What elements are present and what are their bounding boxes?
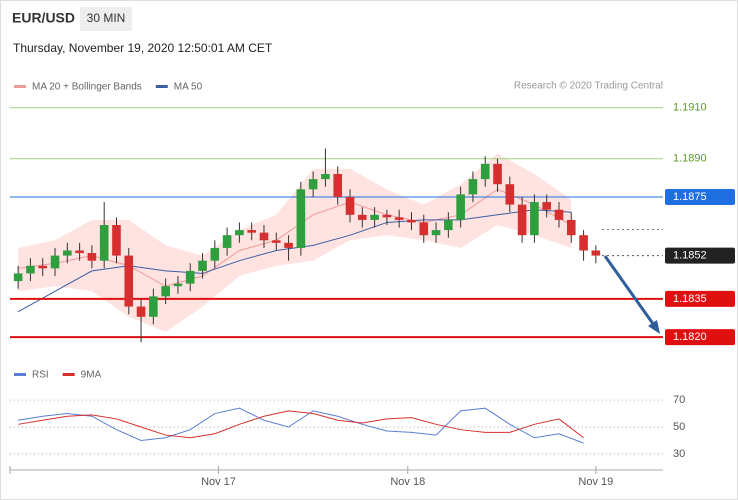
candle-body	[308, 179, 318, 190]
ma9-line	[18, 410, 584, 439]
candle-body	[26, 265, 35, 274]
candle-body	[50, 255, 60, 269]
candle-body	[198, 260, 207, 271]
legend-label: MA 20 + Bollinger Bands	[32, 82, 142, 93]
candle-body	[333, 174, 343, 197]
candle-body	[382, 214, 392, 218]
candle-body	[296, 189, 306, 248]
candle-body	[161, 286, 170, 297]
candle-body	[99, 225, 109, 261]
legend-label: 9MA	[81, 370, 102, 381]
candle-body	[407, 219, 416, 223]
legend-swatch	[14, 85, 26, 88]
candle-body	[468, 179, 478, 195]
candle-body	[394, 217, 404, 220]
candle-body	[321, 174, 330, 180]
rsi-tick-label: 50	[673, 421, 685, 433]
candle-body	[542, 202, 551, 210]
candle-body	[13, 273, 23, 282]
candle-body	[505, 184, 515, 205]
candle-body	[579, 235, 588, 251]
x-tick-label: Nov 19	[578, 476, 613, 488]
candle-body	[173, 283, 183, 287]
candle-body	[419, 222, 429, 236]
level-label-box	[665, 290, 735, 307]
candle-body	[38, 265, 48, 269]
candle-body	[431, 230, 441, 236]
candle-body	[517, 204, 527, 236]
candle-body	[247, 230, 256, 233]
credit: Research © 2020 Trading Central	[514, 81, 663, 92]
candle-body	[456, 194, 465, 220]
candle-body	[63, 250, 72, 256]
level-label-box	[665, 188, 735, 205]
symbol: EUR/USD	[12, 10, 75, 26]
candle-body	[480, 163, 490, 180]
candle-body	[345, 196, 355, 215]
level-label: 1.1852	[673, 249, 707, 261]
forecast-arrow	[603, 255, 658, 329]
bollinger-band	[18, 153, 572, 333]
candle-body	[358, 214, 367, 220]
x-tick-label: Nov 18	[390, 476, 425, 488]
rsi-tick-label: 70	[673, 394, 685, 406]
candle-body	[259, 232, 269, 241]
candle-body	[124, 255, 134, 307]
candle-body	[235, 230, 244, 236]
rsi-line	[18, 407, 584, 444]
candle-body	[136, 306, 146, 317]
candle-body	[271, 240, 281, 243]
level-label-box	[665, 247, 735, 264]
candle-body	[591, 250, 601, 256]
candle-body	[284, 242, 293, 248]
candle-body	[370, 214, 379, 220]
candle-body	[210, 247, 220, 261]
candle-body	[493, 163, 502, 185]
legend-label: RSI	[32, 370, 49, 381]
forecast-arrowhead	[648, 320, 660, 334]
candle-body	[149, 296, 158, 317]
level-label: 1.1890	[673, 153, 707, 165]
candle-body	[554, 209, 564, 220]
legend-label: MA 50	[174, 82, 203, 93]
candle-body	[75, 250, 84, 254]
rsi-tick-label: 30	[673, 448, 685, 460]
timeframe: 30 MIN	[87, 11, 126, 25]
candle-body	[87, 253, 97, 261]
ma20-line	[18, 188, 572, 287]
legend-swatch	[155, 85, 168, 88]
timestamp: Thursday, November 19, 2020 12:50:01 AM …	[13, 41, 273, 55]
candle-body	[185, 270, 195, 284]
level-label: 1.1910	[673, 102, 707, 114]
legend-swatch	[62, 373, 75, 376]
timeframe-badge	[80, 7, 132, 31]
candle-body	[222, 235, 232, 248]
candle-body	[444, 219, 453, 231]
legend-swatch	[14, 373, 26, 376]
level-label-box	[665, 329, 735, 346]
x-tick-label: Nov 17	[201, 476, 236, 488]
ma50-line	[17, 209, 572, 313]
candle-body	[530, 202, 539, 236]
candle-body	[112, 225, 121, 256]
candle-body	[566, 219, 576, 236]
level-label: 1.1820	[673, 331, 707, 343]
level-label: 1.1875	[673, 191, 707, 203]
level-label: 1.1835	[673, 293, 707, 305]
